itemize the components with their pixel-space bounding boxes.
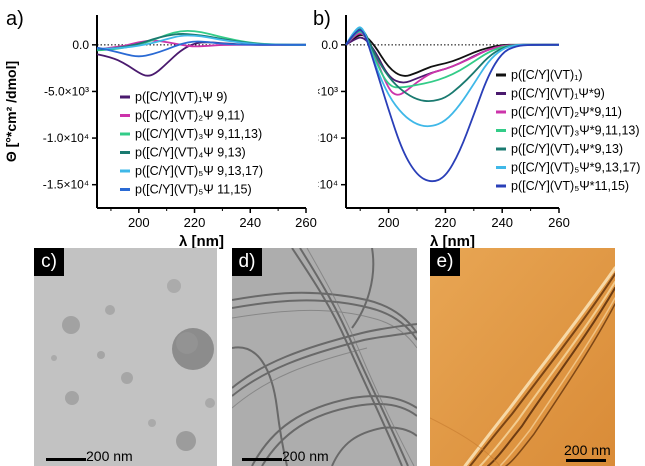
micrograph-e-scale-label: 200 nm xyxy=(564,442,611,458)
micrograph-e-tag: e) xyxy=(430,248,460,276)
y-axis-label: Θ [°*cm² /dmol] xyxy=(3,61,19,162)
micrograph-d-scale-label: 200 nm xyxy=(282,448,329,464)
y-tick-label: 0.0 xyxy=(321,38,338,52)
legend-entry: p([C/Y](VT)₁Ψ 9) xyxy=(135,90,227,104)
legend-entry: p([C/Y](VT)₅Ψ 11,15) xyxy=(135,183,252,197)
x-axis-label: λ [nm] xyxy=(179,233,224,250)
micrograph-c-tag: c) xyxy=(34,248,64,276)
legend-entry: p([C/Y](VT)₁) xyxy=(511,68,583,82)
legend-entry: p([C/Y](VT)₅Ψ 9,13,17) xyxy=(135,164,263,178)
series-line-5 xyxy=(96,34,306,50)
micrograph-c-image xyxy=(34,248,217,466)
legend-entry: p([C/Y](VT)₅Ψ*9,13,17) xyxy=(511,161,640,175)
y-tick-label: -1.0×10⁴ xyxy=(318,131,338,145)
x-tick-label: 220 xyxy=(184,215,206,230)
micrograph-d-image xyxy=(232,248,417,466)
x-tick-label: 240 xyxy=(239,215,261,230)
panel-b-label: b) xyxy=(313,8,331,30)
micrograph-d: d) 200 nm xyxy=(232,248,417,466)
x-axis-label: λ [nm] xyxy=(430,233,475,250)
x-tick-label: 200 xyxy=(378,215,400,230)
micrograph-c: c) 200 nm xyxy=(34,248,217,466)
x-tick-label: 200 xyxy=(128,215,150,230)
panel-a-label: a) xyxy=(6,8,24,30)
legend-entry: p([C/Y](VT)₅Ψ*11,15) xyxy=(511,179,629,193)
y-tick-label: -1.5×10⁴ xyxy=(43,178,89,192)
legend-entry: p([C/Y](VT)₃Ψ 9,11,13) xyxy=(135,127,262,141)
legend-entry: p([C/Y](VT)₄Ψ 9,13) xyxy=(135,146,246,160)
micrograph-d-scalebar xyxy=(242,458,282,461)
legend-entry: p([C/Y](VT)₃Ψ*9,11,13) xyxy=(511,124,640,138)
x-tick-label: 260 xyxy=(548,215,570,230)
micrograph-d-tag: d) xyxy=(232,248,262,276)
series-line-6 xyxy=(96,40,306,58)
y-tick-label: -1.5×10⁴ xyxy=(318,178,338,192)
series-line-7 xyxy=(345,29,559,183)
legend-entry: p([C/Y](VT)₂Ψ*9,11) xyxy=(511,105,622,119)
micrograph-e-scalebar xyxy=(566,459,606,462)
y-tick-label: -1.0×10⁴ xyxy=(43,131,89,145)
legend-entry: p([C/Y](VT)₁Ψ*9) xyxy=(511,87,605,101)
x-tick-label: 220 xyxy=(435,215,457,230)
y-tick-label: 0.0 xyxy=(72,38,89,52)
y-tick-label: -5.0×10³ xyxy=(44,84,89,98)
y-tick-label: -5.0×10³ xyxy=(318,84,338,98)
x-tick-label: 240 xyxy=(491,215,513,230)
micrograph-c-scale-label: 200 nm xyxy=(86,448,133,464)
micrograph-e-image xyxy=(430,248,615,466)
x-tick-label: 260 xyxy=(295,215,317,230)
legend-entry: p([C/Y](VT)₄Ψ*9,13) xyxy=(511,142,623,156)
chart-a: 0.0 -5.0×10³ -1.0×10⁴ -1.5×10⁴ 200 220 240 260 λ… xyxy=(3,15,317,250)
chart-b: 0.0 -5.0×10³ -1.0×10⁴ -1.5×10⁴ 200 220 240 260 λ… xyxy=(318,15,640,250)
micrograph-e: e) 200 nm xyxy=(430,248,615,466)
micrograph-c-scalebar xyxy=(46,458,86,461)
legend-entry: p([C/Y](VT)₂Ψ 9,11) xyxy=(135,109,245,123)
